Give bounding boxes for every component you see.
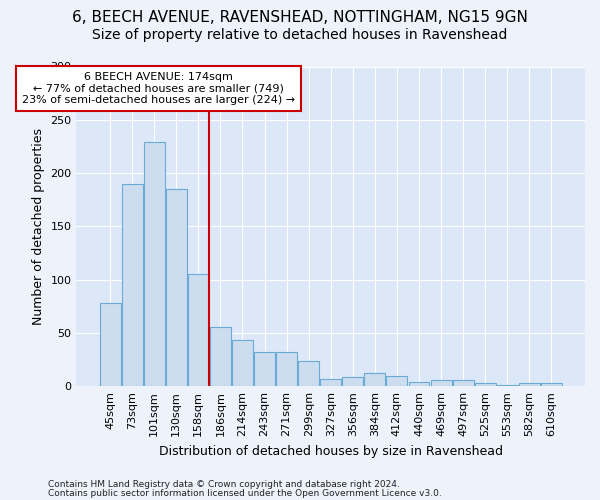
Bar (232, 340, 253, 386)
Bar (210, 326, 231, 386)
Bar (100, 303, 121, 386)
Bar (343, 376, 363, 386)
Text: Contains HM Land Registry data © Crown copyright and database right 2024.: Contains HM Land Registry data © Crown c… (48, 480, 400, 489)
Bar (122, 184, 143, 386)
Bar (188, 274, 209, 386)
Bar (166, 189, 187, 386)
Text: Size of property relative to detached houses in Ravenshead: Size of property relative to detached ho… (92, 28, 508, 42)
Text: Contains public sector information licensed under the Open Government Licence v3: Contains public sector information licen… (48, 488, 442, 498)
Bar (320, 378, 341, 386)
Bar (364, 374, 385, 386)
Bar (431, 380, 452, 386)
Bar (452, 380, 473, 386)
Y-axis label: Number of detached properties: Number of detached properties (32, 128, 45, 325)
X-axis label: Distribution of detached houses by size in Ravenshead: Distribution of detached houses by size … (159, 444, 503, 458)
Text: 6 BEECH AVENUE: 174sqm
← 77% of detached houses are smaller (749)
23% of semi-de: 6 BEECH AVENUE: 174sqm ← 77% of detached… (22, 72, 295, 105)
Text: 6, BEECH AVENUE, RAVENSHEAD, NOTTINGHAM, NG15 9GN: 6, BEECH AVENUE, RAVENSHEAD, NOTTINGHAM,… (72, 10, 528, 25)
Bar (519, 383, 540, 386)
Bar (276, 352, 297, 386)
Bar (386, 376, 407, 386)
Bar (298, 360, 319, 386)
Bar (497, 385, 518, 386)
Bar (541, 383, 562, 386)
Bar (475, 383, 496, 386)
Bar (254, 352, 275, 386)
Bar (144, 142, 164, 386)
Bar (409, 382, 430, 386)
